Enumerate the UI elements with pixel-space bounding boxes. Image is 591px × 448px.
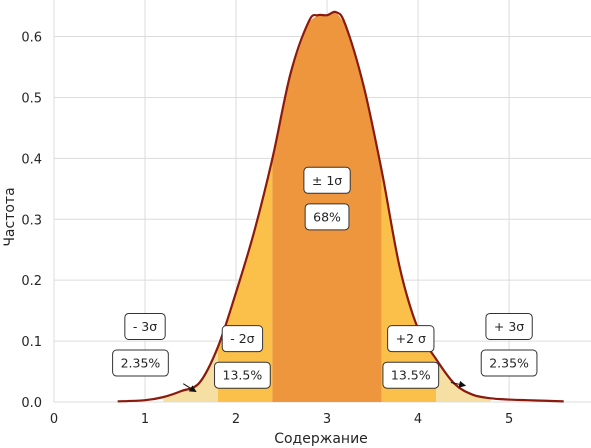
annotation-p2-pct: 13.5% [382,361,440,389]
annotation-text: 13.5% [223,368,263,383]
x-tick-label: 4 [414,412,422,427]
density-line [117,10,564,403]
annotation-box [480,349,538,377]
annotation-text: + 3σ [494,319,524,334]
annotation-box [304,203,350,231]
x-axis-title: Содержание [274,431,368,447]
annotation-p3-pct: 2.35% [480,349,538,377]
annotation-text: ± 1σ [312,173,342,188]
y-tick-label: 0.1 [21,335,42,350]
y-axis-title: Частота [2,187,18,246]
annotation-box [112,349,169,377]
x-tick-label: 3 [323,412,331,427]
annotation-arrows [182,380,467,393]
annotations: - 3σ 2.35% - 2σ 13.5% ± 1σ 68% +2 σ 13.5% + 3σ 2.… [112,166,538,389]
annotation-box [387,325,435,353]
annotation-c-pct: 68% [304,203,350,231]
annotation-box [303,166,351,194]
y-tick-label: 0.2 [21,274,42,289]
annotation-box [214,361,271,389]
arrow-right [450,380,467,388]
annotation-box [485,312,533,340]
annotation-m2-label: - 2σ [221,325,264,353]
x-tick-label: 2 [232,412,240,427]
x-tick-label: 1 [141,412,149,427]
annotation-text: 68% [313,209,341,224]
density-curve [117,10,564,403]
annotation-c-label: ± 1σ [303,166,351,194]
annotation-box [221,325,264,353]
annotation-text: - 2σ [230,331,254,346]
annotation-text: +2 σ [396,331,426,346]
arrow-left [182,383,197,393]
annotation-m2-pct: 13.5% [214,361,271,389]
annotation-box [124,312,166,340]
annotation-text: 13.5% [391,368,431,383]
band-+3σ [436,359,491,402]
annotation-text: 2.35% [121,356,161,371]
band--3σ [163,347,218,402]
annotation-text: 2.35% [489,356,529,371]
x-tick-label: 5 [505,412,513,427]
annotation-box [382,361,440,389]
y-tick-label: 0.3 [21,213,42,228]
y-tick-label: 0.5 [21,91,42,106]
y-tick-label: 0.4 [21,152,42,167]
annotation-p3-label: + 3σ [485,312,533,340]
tick-labels: 0 1 2 3 4 5 0.0 0.1 0.2 0.3 0.4 0.5 0.6 [21,31,513,427]
y-tick-label: 0.0 [21,396,42,411]
x-tick-label: 0 [50,412,58,427]
annotation-text: - 3σ [133,319,157,334]
annotation-m3-pct: 2.35% [112,349,169,377]
annotation-m3-label: - 3σ [124,312,166,340]
annotation-p2-label: +2 σ [387,325,435,353]
y-tick-label: 0.6 [21,31,42,46]
